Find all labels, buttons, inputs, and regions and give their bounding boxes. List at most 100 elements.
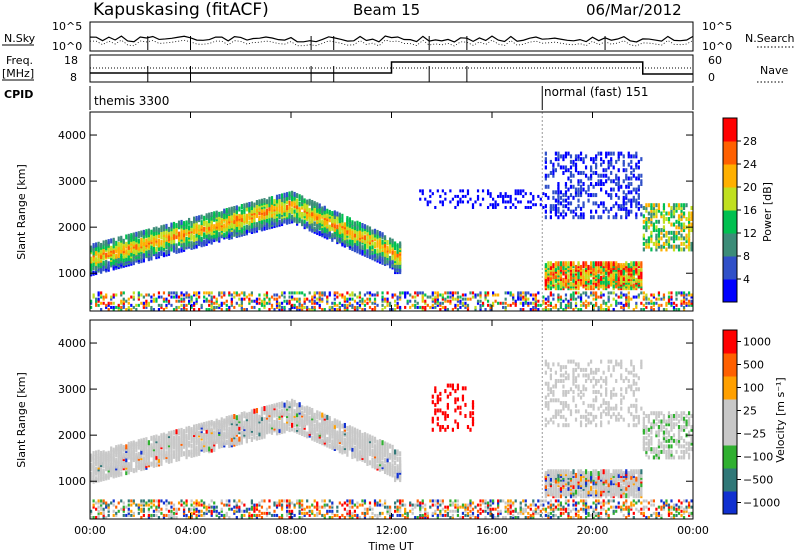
power-cell-3302 — [650, 301, 653, 305]
power-colorbar-label-2: 12 — [743, 227, 757, 240]
power-cell-555 — [175, 291, 178, 295]
power-cell-956 — [238, 303, 241, 307]
power-cell-2903 — [602, 159, 605, 164]
power-cell-2670 — [577, 182, 580, 187]
power-cell-2967 — [610, 187, 613, 192]
power-cell-824 — [218, 232, 221, 238]
power-cell-2812 — [595, 297, 598, 301]
velocity-cell-1228 — [288, 511, 291, 515]
power-cell-318 — [137, 291, 140, 295]
power-cell-3244 — [640, 281, 643, 287]
power-cell-2063 — [434, 299, 437, 303]
power-cell-2160 — [471, 205, 475, 209]
power-cell-2335 — [544, 305, 547, 309]
velocity-cell-242 — [127, 441, 130, 447]
velocity-cell-628 — [190, 511, 193, 515]
power-cell-2267 — [519, 301, 522, 305]
velocity-cell-775 — [213, 505, 216, 509]
power-cell-1985 — [399, 267, 402, 273]
power-cell-3288 — [645, 203, 648, 208]
power-cell-2692 — [579, 206, 583, 211]
power-cell-1201 — [275, 299, 279, 303]
velocity-cell-288 — [135, 441, 138, 447]
power-cell-820 — [215, 299, 218, 303]
power-cell-451 — [160, 239, 163, 245]
power-cell-3443 — [675, 293, 678, 297]
velocity-cell-513 — [172, 453, 176, 459]
velocity-cell-647 — [193, 505, 196, 509]
velocity-cell-1137 — [273, 509, 276, 513]
power-cell-3067 — [622, 303, 625, 307]
velocity-cell-837 — [225, 428, 228, 434]
velocity-cell-1294 — [298, 499, 301, 503]
power-cell-3214 — [635, 154, 638, 159]
power-cell-236 — [127, 255, 130, 261]
power-cell-3085 — [622, 190, 625, 195]
power-cell-2195 — [486, 192, 490, 196]
power-cell-2573 — [569, 303, 573, 307]
power-cell-2084 — [441, 297, 444, 301]
power-cell-2897 — [602, 209, 605, 214]
velocity-cell-712 — [203, 503, 206, 507]
velocity-cell-1154 — [278, 427, 281, 433]
velocity-cell-303 — [137, 503, 140, 507]
velocity-cell-679 — [198, 511, 201, 515]
velocity-cell-600 — [185, 516, 188, 520]
power-cell-218 — [122, 299, 125, 303]
power-cell-1019 — [248, 297, 251, 301]
power-cell-2700 — [579, 151, 583, 156]
power-cell-3413 — [670, 301, 673, 305]
power-cell-3041 — [617, 154, 620, 159]
velocity-cell-398 — [152, 509, 156, 513]
power-cell-3087 — [622, 168, 625, 173]
power-cell-2270 — [519, 293, 522, 297]
velocity-cell-862 — [228, 501, 231, 505]
power-cell-524 — [172, 244, 176, 250]
power-cell-2808 — [592, 159, 595, 164]
power-cell-3461 — [677, 222, 681, 227]
power-cell-2284 — [524, 299, 527, 303]
power-cell-2513 — [562, 261, 565, 267]
power-cell-786 — [210, 291, 213, 295]
power-cell-1312 — [293, 305, 296, 309]
power-cell-3517 — [687, 293, 691, 297]
power-cell-1061 — [255, 200, 259, 206]
power-cell-1218 — [278, 295, 281, 299]
velocity-cell-1035 — [255, 516, 259, 520]
power-cell-1167 — [270, 295, 274, 299]
power-cell-2590 — [569, 201, 573, 206]
power-cell-2971 — [610, 159, 613, 164]
power-cell-3107 — [625, 261, 628, 267]
power-cell-2945 — [607, 193, 610, 198]
power-cell-2448 — [557, 299, 560, 303]
velocity-cell-767 — [213, 435, 216, 441]
power-cell-1248 — [283, 305, 286, 309]
power-cell-2693 — [579, 193, 583, 198]
power-cell-2218 — [497, 194, 500, 198]
power-cell-2128 — [459, 305, 462, 309]
power-cell-1480 — [318, 293, 321, 297]
power-cell-2912 — [605, 275, 608, 281]
power-cell-42 — [95, 299, 98, 303]
power-cell-3401 — [667, 295, 671, 299]
power-cell-2207 — [492, 205, 495, 209]
power-cell-2645 — [574, 157, 578, 162]
power-cell-3336 — [655, 241, 658, 246]
velocity-cell-364 — [147, 449, 150, 455]
power-cell-746 — [205, 299, 208, 303]
power-cell-1676 — [348, 217, 351, 223]
power-cell-316 — [137, 295, 140, 299]
power-cell-1048 — [253, 208, 256, 214]
velocity-cell-984 — [248, 516, 251, 520]
power-cell-3093 — [625, 299, 628, 303]
velocity-cell-1000 — [250, 409, 253, 415]
power-cell-34 — [95, 257, 98, 263]
velocity-cell-766 — [213, 439, 216, 445]
velocity-cell-217 — [125, 470, 128, 476]
power-cell-364 — [145, 299, 148, 303]
velocity-cell-1245 — [291, 509, 294, 513]
velocity-cell-709 — [203, 513, 206, 517]
velocity-cell-524 — [172, 511, 176, 515]
velocity-cell-355 — [145, 437, 148, 443]
power-cell-1498 — [321, 291, 324, 295]
